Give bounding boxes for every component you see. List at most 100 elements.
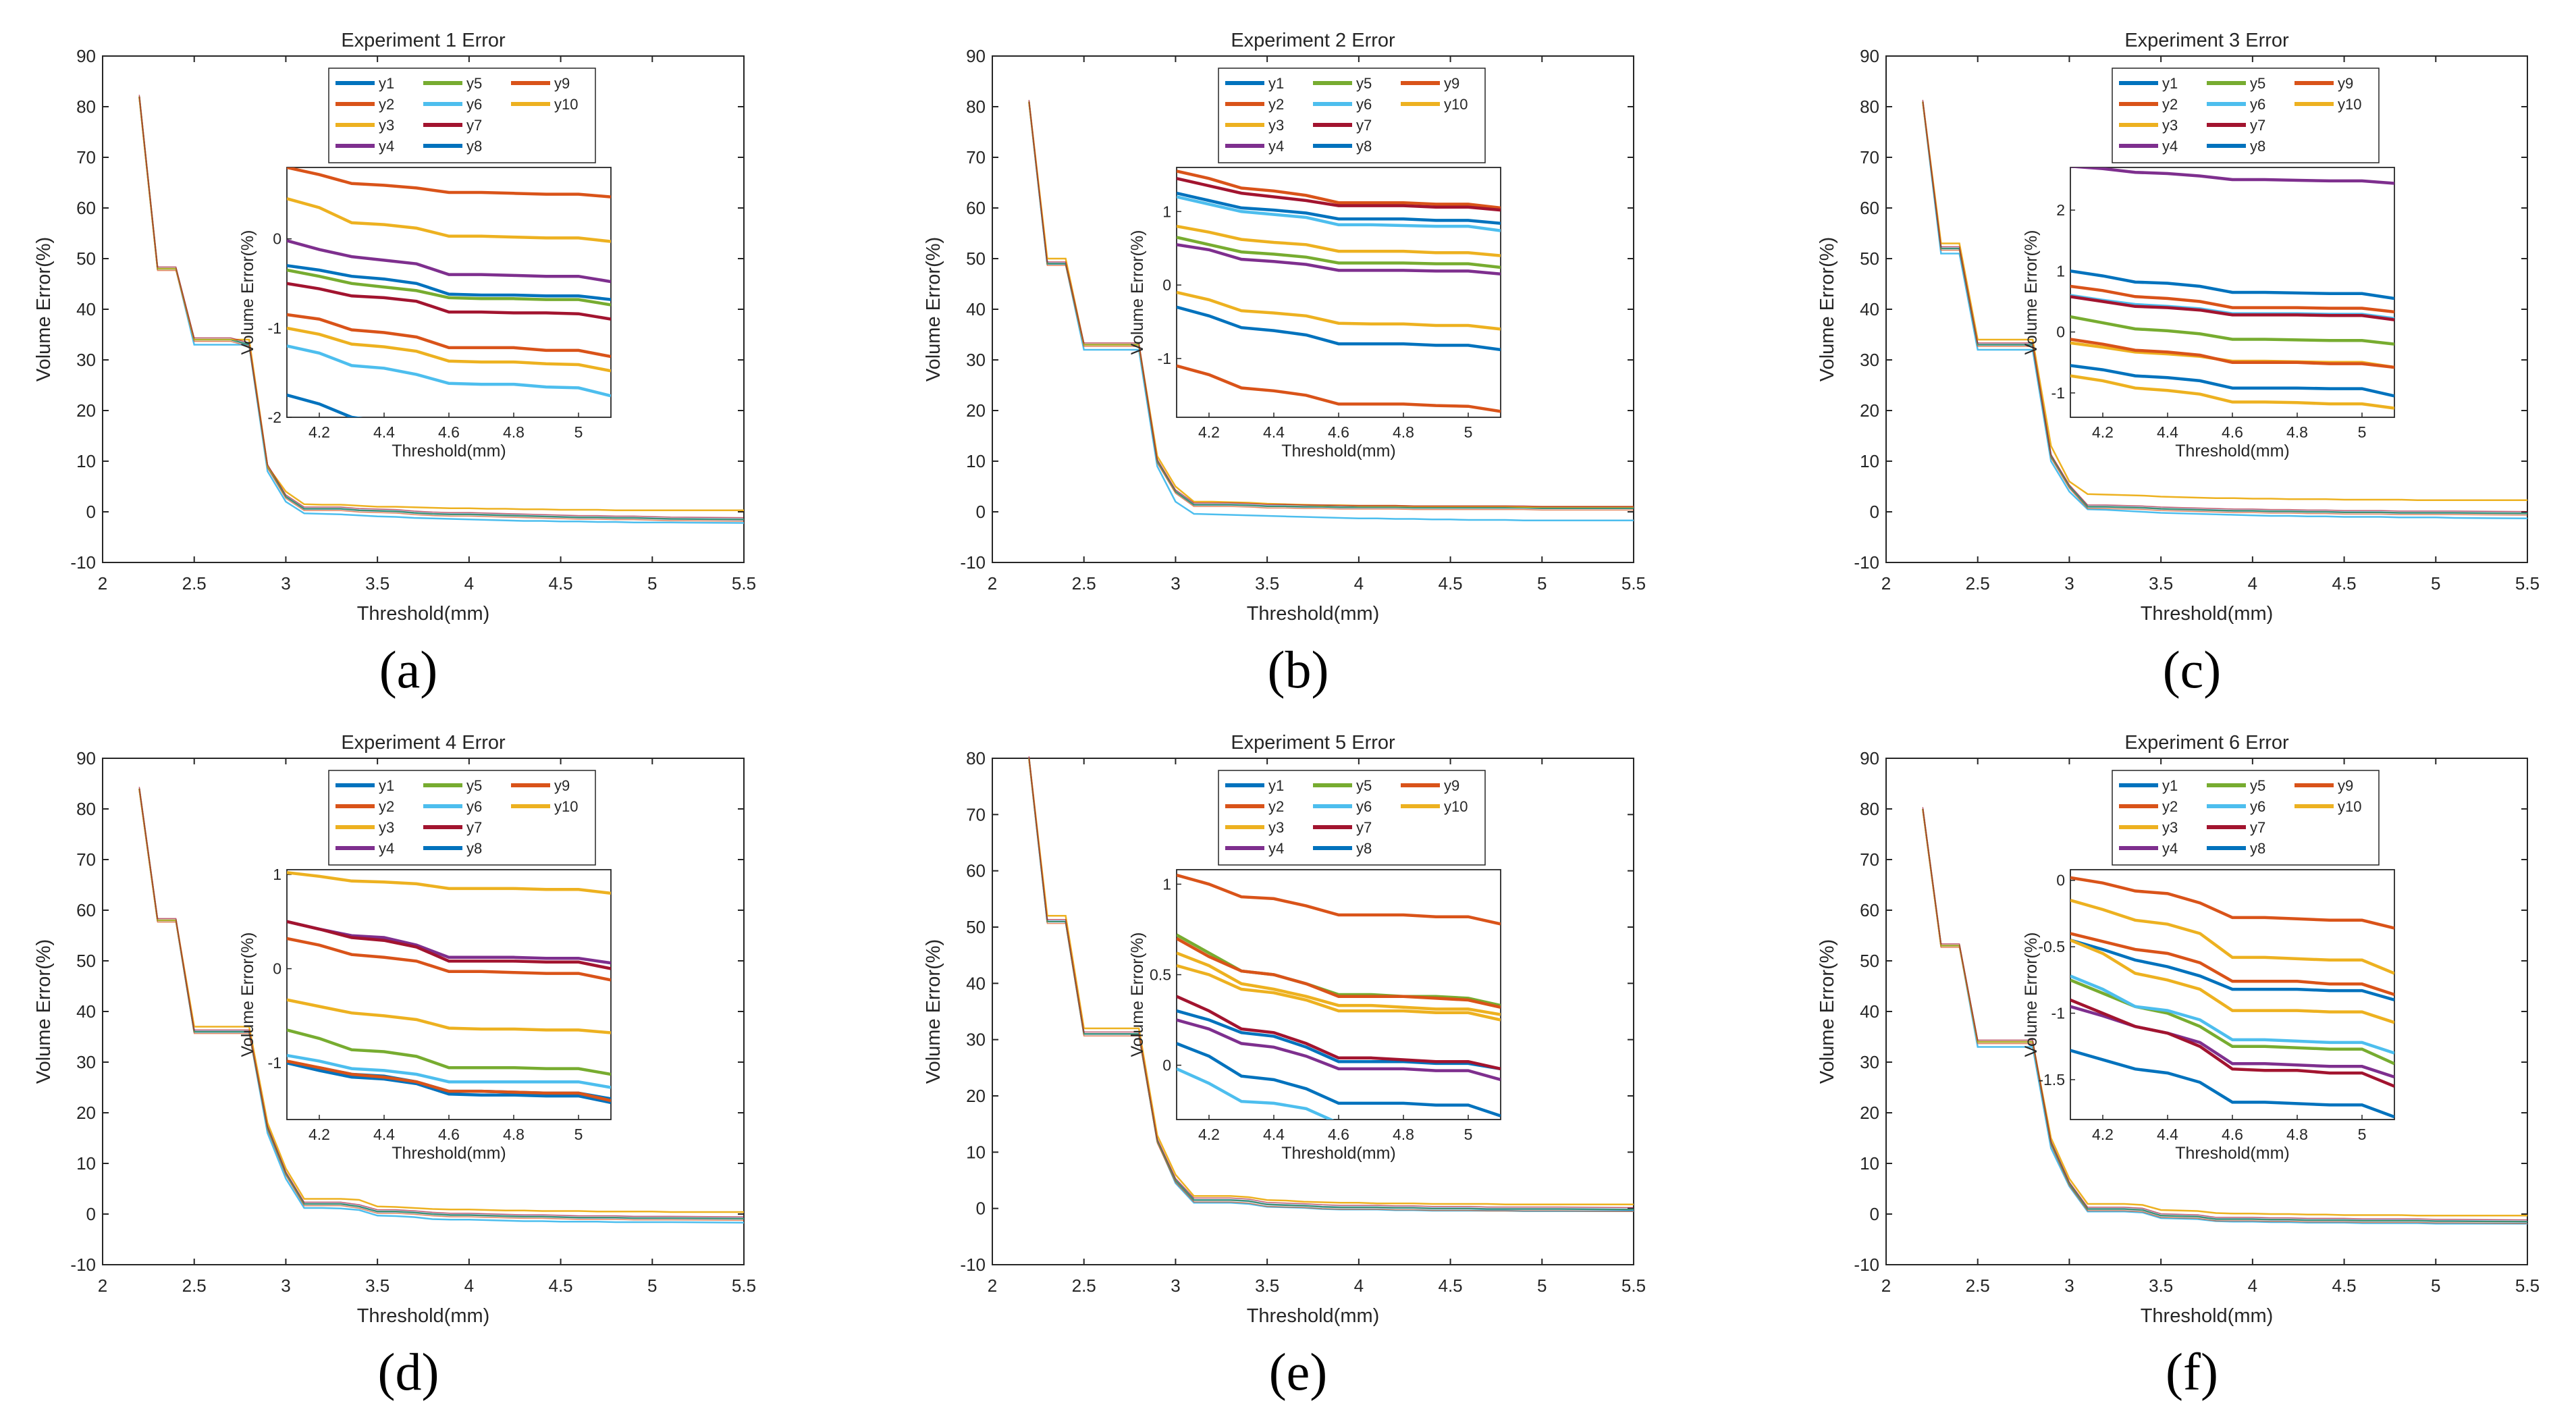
main-series-tracer [138, 787, 745, 1217]
legend-label-y8: y8 [2250, 138, 2265, 155]
y-tick-label: 30 [966, 1030, 986, 1050]
inset-y-tick-label: 1 [2056, 262, 2065, 280]
legend-label-y3: y3 [2162, 117, 2178, 134]
y-tick-label: 0 [976, 502, 986, 522]
y-tick-label: 90 [966, 46, 986, 66]
inset-series-line-y6 [287, 1053, 611, 1089]
y-tick-label: 60 [76, 198, 96, 218]
legend-label-y2: y2 [2162, 798, 2178, 815]
x-tick-label: 2.5 [182, 1276, 207, 1296]
x-tick-label: 4 [1354, 1276, 1364, 1296]
inset-y-tick-label: 0 [273, 230, 281, 248]
inset-series-line-y3 [2070, 939, 2394, 1024]
inset-series-line-y7 [1177, 177, 1501, 212]
y-tick-label: -10 [70, 1255, 96, 1275]
legend-label-y9: y9 [1444, 777, 1459, 794]
inset-y-axis-label: Volume Error(%) [1128, 932, 1147, 1057]
inset-series-line-y5 [287, 268, 611, 307]
y-tick-label: 30 [966, 350, 986, 370]
inset-series-line-y10 [2070, 374, 2394, 410]
y-axis-label: Volume Error(%) [923, 939, 944, 1084]
y-tick-label: 50 [76, 951, 96, 971]
legend-label-y4: y4 [1268, 840, 1284, 857]
y-tick-label: 80 [76, 799, 96, 819]
legend-label-y6: y6 [1356, 798, 1372, 815]
inset-series-line-y2 [287, 937, 611, 982]
main-series-tracer [138, 788, 745, 1219]
inset-series-line-y8 [1177, 1042, 1501, 1117]
y-tick-label: 30 [76, 1052, 96, 1072]
inset-x-axis-label: Threshold(mm) [1281, 442, 1395, 461]
legend-label-y8: y8 [1356, 840, 1372, 857]
inset-x-tick-label: 4.4 [2157, 1126, 2178, 1143]
inset-x-tick-label: 4.4 [2157, 423, 2178, 441]
inset-series-line-y7 [287, 282, 611, 321]
legend-label-y2: y2 [1268, 798, 1284, 815]
legend-label-y1: y1 [1268, 777, 1284, 794]
y-tick-label: 90 [1860, 46, 1879, 66]
inset-series-line-y2 [1177, 169, 1501, 210]
y-tick-label: 70 [966, 804, 986, 824]
x-tick-label: 2 [1881, 1276, 1891, 1296]
x-tick-label: 5 [2431, 1276, 2440, 1296]
x-tick-label: 5 [2431, 573, 2440, 594]
x-tick-label: 3 [1171, 573, 1180, 594]
inset-series-line-y9 [2070, 338, 2394, 369]
inset-series-line-y10 [287, 326, 611, 373]
y-tick-label: 90 [76, 46, 96, 66]
inset-y-axis-label: Volume Error(%) [1128, 230, 1147, 355]
y-tick-label: 20 [76, 1103, 96, 1123]
legend-label-y5: y5 [1356, 777, 1372, 794]
inset-series-line-y10 [1177, 290, 1501, 331]
inset-series-line-y5 [1177, 236, 1501, 269]
panel-label: (b) [1268, 640, 1329, 699]
x-tick-label: 5.5 [2515, 573, 2540, 594]
inset-series-line-y4 [1177, 243, 1501, 276]
y-tick-label: 20 [76, 400, 96, 421]
inset-series-line-y6 [1177, 1067, 1335, 1120]
y-tick-label: 50 [1860, 248, 1879, 269]
x-tick-label: 3.5 [1255, 573, 1279, 594]
y-tick-label: 40 [966, 973, 986, 993]
y-tick-label: 40 [76, 299, 96, 319]
x-tick-label: 3 [2064, 573, 2074, 594]
inset-series-line-y9 [287, 1059, 611, 1103]
inset-y-axis-label: Volume Error(%) [2022, 932, 2041, 1057]
inset-series-line-y7 [287, 920, 611, 970]
inset-y-tick-label: 1 [273, 866, 281, 883]
x-tick-label: 2 [1881, 573, 1891, 594]
inset-x-tick-label: 5 [574, 423, 583, 441]
inset-y-axis-label: Volume Error(%) [238, 230, 257, 355]
legend-label-y10: y10 [554, 96, 578, 113]
legend-label-y6: y6 [2250, 798, 2265, 815]
panel-1: 2 2.5 3 3.5 4 4.5 5 5.5-100102030405060708090Ex… [33, 30, 756, 625]
legend-label-y4: y4 [2162, 138, 2178, 155]
x-tick-label: 3 [2064, 1276, 2074, 1296]
y-tick-label: 60 [1860, 198, 1879, 218]
x-tick-label: 2.5 [1072, 1276, 1096, 1296]
main-series-tracer [1922, 808, 2528, 1223]
legend-label-y9: y9 [2338, 777, 2353, 794]
x-tick-label: 2.5 [182, 573, 207, 594]
x-tick-label: 2.5 [1966, 573, 1990, 594]
inset-y-axis-label: Volume Error(%) [2022, 230, 2041, 355]
inset-axes: 4.2 4.4 4.6 4.8 5 -1 0 1 Threshold(mm) Volume Err… [238, 866, 612, 1163]
inset-series-line-y3 [1177, 964, 1501, 1022]
x-tick-label: 3 [281, 1276, 290, 1296]
y-tick-label: 60 [76, 900, 96, 920]
x-axis-label: Threshold(mm) [1247, 603, 1380, 625]
inset-y-tick-label: -1 [268, 1054, 281, 1072]
y-tick-label: 50 [1860, 951, 1879, 971]
inset-series-line-y1 [2070, 939, 2394, 1002]
main-series-line-lower [138, 96, 745, 524]
panel-label: (c) [2163, 640, 2222, 699]
main-series-tracer [1922, 807, 2528, 1221]
inset-x-axis-label: Threshold(mm) [2175, 1144, 2289, 1163]
inset-series-line-y4 [2070, 167, 2394, 185]
inset-x-tick-label: 4.6 [2222, 1126, 2243, 1143]
legend-label-y7: y7 [1356, 819, 1372, 836]
legend-label-y3: y3 [379, 819, 394, 836]
y-axis-label: Volume Error(%) [33, 237, 55, 382]
inset-axes: 4.2 4.4 4.6 4.8 5 -1 0 1 2 Threshold(mm) Volume Er… [2022, 167, 2395, 461]
inset-x-tick-label: 4.2 [1198, 1126, 1220, 1143]
